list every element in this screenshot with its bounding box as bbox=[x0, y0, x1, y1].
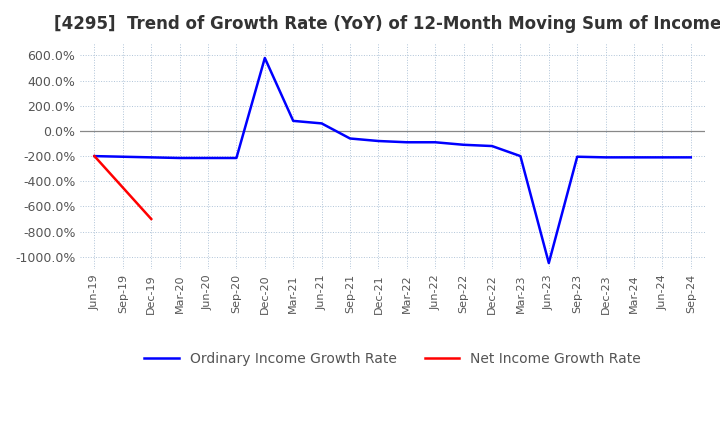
Line: Ordinary Income Growth Rate: Ordinary Income Growth Rate bbox=[94, 58, 690, 263]
Ordinary Income Growth Rate bbox=[346, 136, 354, 141]
Ordinary Income Growth Rate bbox=[630, 155, 639, 160]
Ordinary Income Growth Rate bbox=[601, 155, 610, 160]
Ordinary Income Growth Rate bbox=[686, 155, 695, 160]
Ordinary Income Growth Rate bbox=[487, 143, 496, 149]
Ordinary Income Growth Rate bbox=[289, 118, 297, 124]
Ordinary Income Growth Rate bbox=[374, 138, 383, 143]
Net Income Growth Rate bbox=[90, 154, 99, 159]
Ordinary Income Growth Rate bbox=[318, 121, 326, 126]
Title: [4295]  Trend of Growth Rate (YoY) of 12-Month Moving Sum of Incomes: [4295] Trend of Growth Rate (YoY) of 12-… bbox=[54, 15, 720, 33]
Ordinary Income Growth Rate bbox=[90, 154, 99, 159]
Ordinary Income Growth Rate bbox=[232, 155, 240, 161]
Line: Net Income Growth Rate: Net Income Growth Rate bbox=[94, 156, 151, 219]
Ordinary Income Growth Rate bbox=[261, 55, 269, 61]
Ordinary Income Growth Rate bbox=[459, 142, 468, 147]
Ordinary Income Growth Rate bbox=[431, 139, 439, 145]
Ordinary Income Growth Rate bbox=[516, 154, 525, 159]
Ordinary Income Growth Rate bbox=[573, 154, 582, 159]
Ordinary Income Growth Rate bbox=[175, 155, 184, 161]
Ordinary Income Growth Rate bbox=[147, 155, 156, 160]
Ordinary Income Growth Rate bbox=[402, 139, 411, 145]
Legend: Ordinary Income Growth Rate, Net Income Growth Rate: Ordinary Income Growth Rate, Net Income … bbox=[138, 346, 647, 371]
Ordinary Income Growth Rate bbox=[204, 155, 212, 161]
Net Income Growth Rate bbox=[119, 185, 127, 190]
Ordinary Income Growth Rate bbox=[119, 154, 127, 159]
Ordinary Income Growth Rate bbox=[658, 155, 667, 160]
Ordinary Income Growth Rate bbox=[544, 260, 553, 266]
Net Income Growth Rate bbox=[147, 216, 156, 222]
